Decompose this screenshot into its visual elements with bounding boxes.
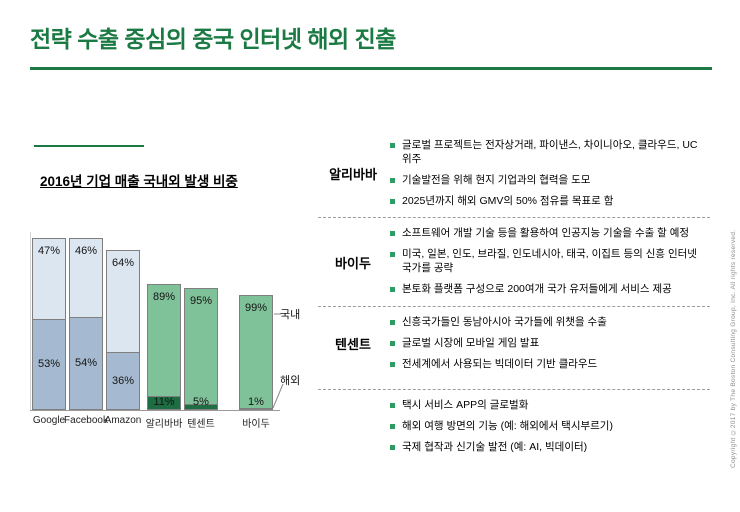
overseas-segment: 11% xyxy=(148,396,180,409)
bullet-item: 글로벌 프로젝트는 전자상거래, 파이낸스, 차이니아오, 클라우드, UC 위… xyxy=(388,139,706,167)
x-axis-line xyxy=(30,410,280,411)
bullet-item: 소프트웨어 개발 기술 등을 활용하여 인공지능 기술을 수출 할 예정 xyxy=(388,227,706,241)
bar-value-label: 5% xyxy=(193,396,209,408)
bullet-square-icon xyxy=(390,403,395,409)
table-row: 알리바바 글로벌 프로젝트는 전자상거래, 파이낸스, 차이니아오, 클라우드, … xyxy=(318,130,710,217)
bullet-text: 국제 협작과 신기술 발전 (예: AI, 빅데이터) xyxy=(402,441,588,454)
bullet-text: 택시 서비스 APP의 글로벌화 xyxy=(402,399,529,412)
bullet-text: 글로벌 시장에 모바일 게임 발표 xyxy=(402,336,540,349)
overseas-segment: 54% xyxy=(70,318,102,409)
bar-value-label: 11% xyxy=(153,396,175,408)
bullet-item: 전세계에서 사용되는 빅데이터 기반 클라우드 xyxy=(388,358,706,372)
title-divider xyxy=(30,67,712,70)
domestic-segment: 46% xyxy=(70,239,102,318)
category-label: 알리바바 xyxy=(145,419,183,430)
bullet-item: 택시 서비스 APP의 글로벌화 xyxy=(388,399,706,413)
legend-domestic-label: 국내 xyxy=(280,309,301,321)
company-name: 바이두 xyxy=(335,255,371,271)
bullet-text: 기술발전을 위해 현지 기업과의 협력을 도모 xyxy=(402,173,591,186)
bullet-square-icon xyxy=(390,177,395,183)
bar-value-label: 53% xyxy=(37,358,61,370)
bullet-text: 전세계에서 사용되는 빅데이터 기반 클라우드 xyxy=(402,357,598,370)
bullet-text: 해외 여행 방면의 기능 (예: 해외에서 택시부르기) xyxy=(402,420,613,433)
domestic-segment: 99% xyxy=(240,296,272,409)
category-label: 바이두 xyxy=(242,419,270,430)
category-label: Facebook xyxy=(64,415,108,426)
bar-Amazon: 64% 36% xyxy=(106,250,140,410)
bullet-square-icon xyxy=(390,445,395,451)
bar-value-label: 95% xyxy=(189,295,213,307)
bullet-text: 본토화 플랫폼 구성으로 200여개 국가 유저들에게 서비스 제공 xyxy=(402,283,672,296)
bullet-text: 신흥국가들인 동남아시아 국가들에 위챗을 수출 xyxy=(402,315,607,328)
bar-value-label: 54% xyxy=(74,357,98,369)
chart-accent-line xyxy=(34,145,144,147)
bullet-square-icon xyxy=(390,361,395,367)
category-label: 텐센트 xyxy=(187,419,215,430)
domestic-segment: 47% xyxy=(33,239,65,320)
bar-value-label: 46% xyxy=(74,245,98,257)
bullet-square-icon xyxy=(390,287,395,293)
bullet-square-icon xyxy=(390,198,395,204)
company-name xyxy=(318,399,388,455)
domestic-segment: 95% xyxy=(185,289,217,405)
bullet-item: 국제 협작과 신기술 발전 (예: AI, 빅데이터) xyxy=(388,441,706,455)
bullet-square-icon xyxy=(390,319,395,325)
bullet-item: 2025년까지 해외 GMV의 50% 점유를 목표로 함 xyxy=(388,195,706,209)
chart-title: 2016년 기업 매출 국내외 발생 비중 xyxy=(40,174,238,189)
bar-바이두: 99% 1% xyxy=(239,295,273,410)
bar-chart-plot: 국내 해외 47% 53% Google 46% 54% Facebook 64% 36% Am… xyxy=(30,210,330,450)
domestic-segment: 89% xyxy=(148,285,180,397)
bar-value-label: 1% xyxy=(248,396,264,408)
copyright-text: Copyright ©2017 by The Boston Consulting… xyxy=(730,229,737,468)
overseas-segment: 5% xyxy=(185,396,217,409)
bullet-text: 소프트웨어 개발 기술 등을 활용하여 인공지능 기술을 수출 할 예정 xyxy=(402,227,690,240)
bar-Facebook: 46% 54% xyxy=(69,238,103,410)
bullet-item: 기술발전을 위해 현지 기업과의 협력을 도모 xyxy=(388,174,706,188)
bar-텐센트: 95% 5% xyxy=(184,288,218,410)
page-title: 전략 수출 중심의 중국 인터넷 해외 진출 xyxy=(30,26,396,52)
bar-Google: 47% 53% xyxy=(32,238,66,410)
y-axis-line xyxy=(30,232,31,410)
bar-value-label: 47% xyxy=(37,245,61,257)
bar-알리바바: 89% 11% xyxy=(147,284,181,410)
overseas-segment: 36% xyxy=(107,353,139,409)
bullet-list: 글로벌 프로젝트는 전자상거래, 파이낸스, 차이니아오, 클라우드, UC 위… xyxy=(388,139,710,208)
bullet-item: 글로벌 시장에 모바일 게임 발표 xyxy=(388,337,706,351)
bullet-item: 본토화 플랫폼 구성으로 200여개 국가 유저들에게 서비스 제공 xyxy=(388,283,706,297)
bullet-item: 미국, 일본, 인도, 브라질, 인도네시아, 태국, 이집트 등의 신흥 인터… xyxy=(388,248,706,276)
bullet-item: 신흥국가들인 동남아시아 국가들에 위챗을 수출 xyxy=(388,316,706,330)
company-strategy-table: 알리바바 글로벌 프로젝트는 전자상거래, 파이낸스, 차이니아오, 클라우드, … xyxy=(318,130,710,464)
bullet-square-icon xyxy=(390,231,395,237)
company-name: 텐센트 xyxy=(335,337,371,353)
bullet-text: 2025년까지 해외 GMV의 50% 점유를 목표로 함 xyxy=(402,194,614,207)
bullet-square-icon xyxy=(390,252,395,258)
category-label: Amazon xyxy=(104,415,142,426)
category-label: Google xyxy=(32,415,66,426)
legend-overseas-label: 해외 xyxy=(280,375,301,387)
overseas-segment: 53% xyxy=(33,320,65,409)
bullet-square-icon xyxy=(390,424,395,430)
bullet-square-icon xyxy=(390,340,395,346)
bullet-text: 미국, 일본, 인도, 브라질, 인도네시아, 태국, 이집트 등의 신흥 인터… xyxy=(402,248,697,275)
domestic-segment: 64% xyxy=(107,251,139,353)
bar-value-label: 99% xyxy=(244,302,268,314)
company-name: 알리바바 xyxy=(329,167,377,183)
bar-value-label: 36% xyxy=(111,374,135,387)
bullet-square-icon xyxy=(390,143,395,148)
bar-value-label: 89% xyxy=(152,291,176,303)
bullet-item: 해외 여행 방면의 기능 (예: 해외에서 택시부르기) xyxy=(388,420,706,434)
bar-value-label: 64% xyxy=(111,257,135,269)
bullet-text: 글로벌 프로젝트는 전자상거래, 파이낸스, 차이니아오, 클라우드, UC 위… xyxy=(402,139,698,165)
